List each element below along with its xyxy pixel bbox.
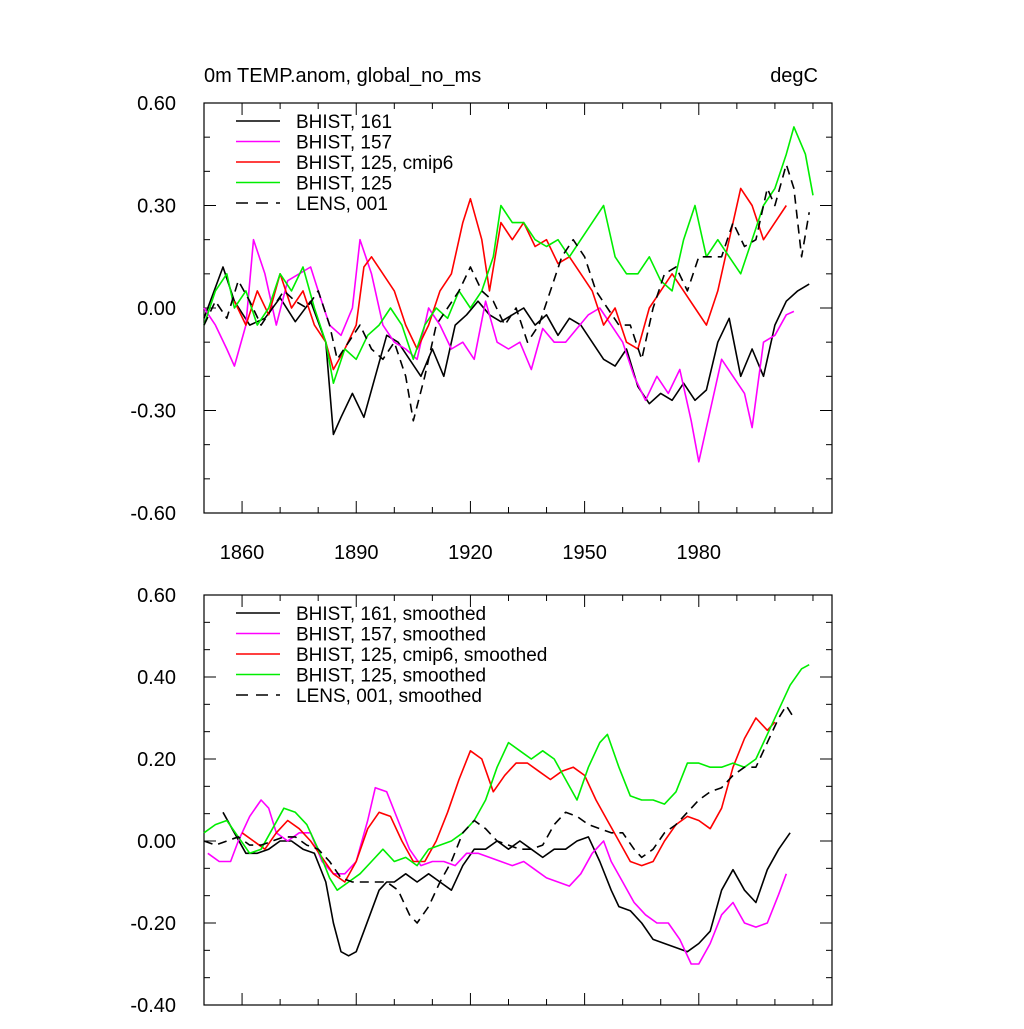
x-tick-label: 1950 — [562, 542, 607, 564]
legend-label-bhist-125-smoothed: BHIST, 125, smoothed — [296, 666, 486, 687]
series-line-bhist-161 — [203, 266, 810, 436]
series-line-bhist-125-cmip6 — [233, 187, 787, 371]
legend-label-bhist-125: BHIST, 125 — [296, 174, 392, 195]
x-tick-label: 1860 — [220, 542, 265, 564]
top-panel-ticks: 1860 1890 1920 1950 1980 -0.60 -0.30 0.00 0.30 0.… — [130, 93, 832, 564]
series-line-lens-001-smoothed — [203, 704, 795, 924]
legend-label-lens-001: LENS, 001 — [296, 194, 388, 215]
y-tick-label: -0.40 — [130, 995, 176, 1017]
legend-label-bhist-125-cmip6: BHIST, 125, cmip6 — [296, 153, 453, 174]
y-tick-label: -0.30 — [130, 401, 176, 423]
legend-label-bhist-157: BHIST, 157 — [296, 133, 392, 154]
series-line-bhist-125-cmip6-smoothed — [241, 717, 776, 883]
legend-label-bhist-157-smoothed: BHIST, 157, smoothed — [296, 625, 486, 646]
series-line-bhist-161-smoothed — [222, 811, 791, 957]
top-panel-series — [203, 126, 814, 463]
x-tick-label: 1890 — [334, 542, 379, 564]
y-tick-label: 0.40 — [137, 667, 176, 689]
bottom-panel-frame — [203, 594, 833, 1006]
y-tick-label: 0.60 — [137, 585, 176, 607]
legend-label-lens-001-smoothed: LENS, 001, smoothed — [296, 686, 482, 707]
bottom-panel-series — [203, 663, 810, 965]
legend-label-bhist-161-smoothed: BHIST, 161, smoothed — [296, 604, 486, 625]
top-panel-title: 0m TEMP.anom, global_no_ms — [204, 65, 481, 87]
y-tick-label: -0.20 — [130, 913, 176, 935]
top-panel-units: degC — [770, 65, 818, 87]
y-tick-label: 0.00 — [137, 298, 176, 320]
x-tick-label: 1980 — [677, 542, 722, 564]
series-line-bhist-157 — [203, 238, 795, 463]
y-tick-label: -0.60 — [130, 503, 176, 525]
top-panel: 0m TEMP.anom, global_no_ms degC 1860 1890… — [130, 65, 833, 564]
y-tick-label: 0.60 — [137, 93, 176, 115]
bottom-panel: -0.40 -0.20 0.00 0.20 0.40 0.60 BHIST, 161, s… — [130, 585, 833, 1017]
series-line-bhist-157-smoothed — [207, 786, 788, 965]
y-tick-label: 0.20 — [137, 749, 176, 771]
series-line-bhist-125 — [203, 126, 814, 384]
legend-label-bhist-125-cmip6-smoothed: BHIST, 125, cmip6, smoothed — [296, 645, 547, 666]
series-line-lens-001 — [203, 163, 810, 422]
y-tick-label: 0.30 — [137, 196, 176, 218]
y-tick-label: 0.00 — [137, 831, 176, 853]
bottom-panel-ticks: -0.40 -0.20 0.00 0.20 0.40 0.60 — [130, 585, 832, 1017]
series-line-bhist-125-smoothed — [203, 663, 810, 891]
x-tick-label: 1920 — [448, 542, 493, 564]
legend-label-bhist-161: BHIST, 161 — [296, 112, 392, 133]
